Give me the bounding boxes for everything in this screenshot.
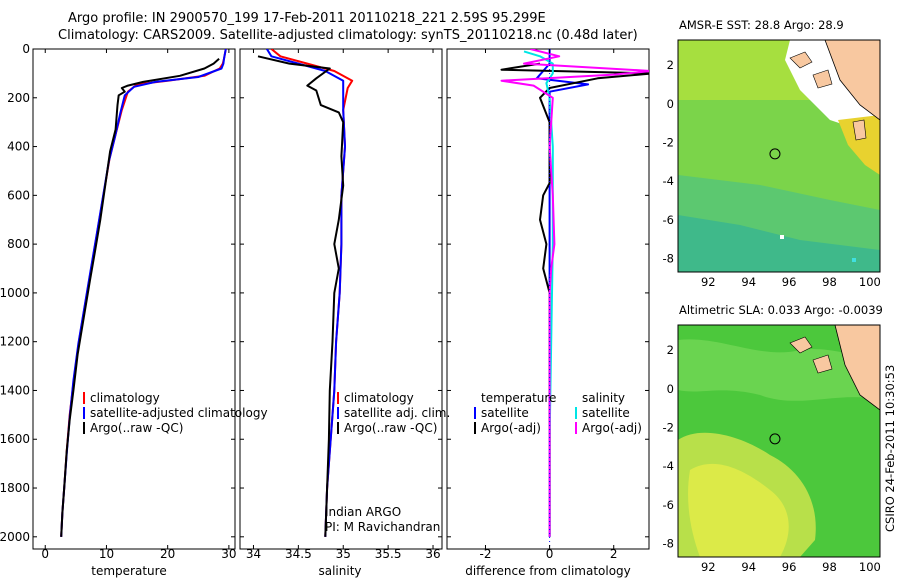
- y-tick-label: 0: [22, 42, 30, 56]
- sla-land-sumatra: [834, 325, 880, 411]
- legend-label-sal-argo: Argo(-adj): [582, 421, 642, 435]
- y-tick-label: 2000: [0, 530, 30, 544]
- map-x-tick-label: 94: [741, 560, 756, 574]
- map-x-tick-label: 98: [822, 560, 837, 574]
- sst-pixel-cyan: [852, 258, 856, 262]
- series-line-1: [500, 62, 649, 537]
- difference-legend: temperature satellite Argo(-adj) salinit…: [474, 391, 642, 435]
- x-tick-label: 35.5: [375, 547, 402, 561]
- sst-land-sumatra: [824, 40, 880, 121]
- map-y-tick-label: -6: [663, 498, 674, 512]
- difference-axis-label: difference from climatology: [465, 564, 631, 578]
- x-tick-label: 10: [99, 547, 114, 561]
- figure-title-line-1: Argo profile: IN 2900570_199 17-Feb-2011…: [68, 11, 546, 26]
- y-tick-label: 400: [7, 140, 30, 154]
- sst-map: [678, 40, 880, 272]
- map-y-tick-label: 0: [667, 382, 674, 396]
- sst-pixel-white: [780, 235, 784, 239]
- annotation-pi: PI: M Ravichandran: [325, 520, 440, 534]
- series-line-2: [257, 55, 345, 537]
- x-tick-label: 2: [610, 547, 618, 561]
- map-y-tick-label: -2: [663, 420, 674, 434]
- series-line-3: [500, 49, 649, 537]
- sst-map-title: AMSR-E SST: 28.8 Argo: 28.9: [679, 18, 844, 32]
- map-y-tick-label: -4: [663, 459, 674, 473]
- legend-heading-salinity: salinity: [582, 391, 625, 405]
- map-y-tick-label: 2: [667, 58, 674, 72]
- x-tick-label: 0: [41, 547, 49, 561]
- series-line-2: [60, 58, 220, 537]
- map-y-tick-label: -8: [663, 536, 674, 550]
- map-y-tick-label: -8: [663, 251, 674, 265]
- difference-plot-frame: [446, 48, 650, 550]
- temperature-plot: [60, 49, 227, 537]
- legend-label-sal-satellite: satellite: [582, 406, 630, 420]
- y-tick-label: 1400: [0, 383, 30, 397]
- difference-plot: [500, 49, 649, 549]
- y-tick-label: 1200: [0, 335, 30, 349]
- legend-label-climatology: climatology: [344, 391, 414, 405]
- map-y-tick-label: 2: [667, 343, 674, 357]
- x-tick-label: 36: [425, 547, 440, 561]
- sst-map-frame: [677, 39, 881, 273]
- map-x-tick-label: 100: [859, 275, 881, 289]
- salinity-plot: [257, 49, 354, 537]
- salinity-plot-frame: [239, 48, 443, 550]
- legend-label-temp-satellite: satellite: [481, 406, 529, 420]
- map-y-tick-label: 0: [667, 97, 674, 111]
- map-x-tick-label: 96: [782, 560, 797, 574]
- x-tick-label: 34: [246, 547, 261, 561]
- map-x-tick-label: 100: [859, 560, 881, 574]
- map-x-tick-label: 92: [701, 560, 716, 574]
- sla-map-frame: [677, 324, 881, 558]
- sla-argo-marker: [769, 433, 781, 445]
- x-tick-label: 30: [221, 547, 236, 561]
- sla-warmer-patch: [688, 463, 789, 557]
- sla-map: [678, 325, 880, 557]
- sst-southwest-cooler: [678, 215, 880, 272]
- sla-map-title: Altimetric SLA: 0.033 Argo: -0.0039: [679, 303, 883, 317]
- sst-island-3: [852, 119, 867, 141]
- map-x-tick-label: 92: [701, 275, 716, 289]
- temperature-axis-label: temperature: [91, 564, 166, 578]
- map-y-tick-label: -4: [663, 174, 674, 188]
- map-y-tick-label: -6: [663, 213, 674, 227]
- legend-label-argo: Argo(..raw -QC): [90, 421, 183, 435]
- legend-label-climatology: climatology: [90, 391, 160, 405]
- annotation-indian-argo: Indian ARGO: [325, 505, 401, 519]
- y-tick-label: 800: [7, 237, 30, 251]
- y-tick-label: 1800: [0, 481, 30, 495]
- salinity-legend: climatology satellite adj. clim. Argo(..…: [325, 391, 450, 534]
- map-y-tick-label: -2: [663, 135, 674, 149]
- legend-label-satellite: satellite adj. clim.: [344, 406, 450, 420]
- temperature-legend: climatology satellite-adjusted climatolo…: [83, 391, 268, 435]
- map-x-tick-label: 96: [782, 275, 797, 289]
- sst-argo-marker: [769, 148, 781, 160]
- legend-label-temp-argo: Argo(-adj): [481, 421, 541, 435]
- map-x-tick-label: 98: [822, 275, 837, 289]
- x-tick-label: 0: [546, 547, 554, 561]
- sla-island-2: [812, 354, 833, 374]
- legend-label-argo: Argo(..raw -QC): [344, 421, 437, 435]
- x-tick-label: 20: [160, 547, 175, 561]
- y-tick-label: 1600: [0, 432, 30, 446]
- y-tick-label: 200: [7, 91, 30, 105]
- map-x-tick-label: 94: [741, 275, 756, 289]
- y-tick-label: 1000: [0, 286, 30, 300]
- x-tick-label: -2: [479, 547, 491, 561]
- temperature-plot-frame: [32, 48, 236, 550]
- sst-warm-coast: [838, 115, 880, 175]
- figure-title-line-2: Climatology: CARS2009. Satellite-adjuste…: [58, 28, 638, 43]
- sla-band-light: [678, 339, 880, 401]
- x-tick-label: 35: [336, 547, 351, 561]
- salinity-axis-label: salinity: [318, 564, 361, 578]
- sst-island-2: [812, 69, 833, 89]
- x-tick-label: 34.5: [285, 547, 312, 561]
- sst-island-1: [789, 51, 813, 69]
- legend-label-satellite: satellite-adjusted climatology: [90, 406, 268, 420]
- sla-island-1: [789, 336, 813, 354]
- y-tick-label: 600: [7, 188, 30, 202]
- legend-heading-temperature: temperature: [481, 391, 556, 405]
